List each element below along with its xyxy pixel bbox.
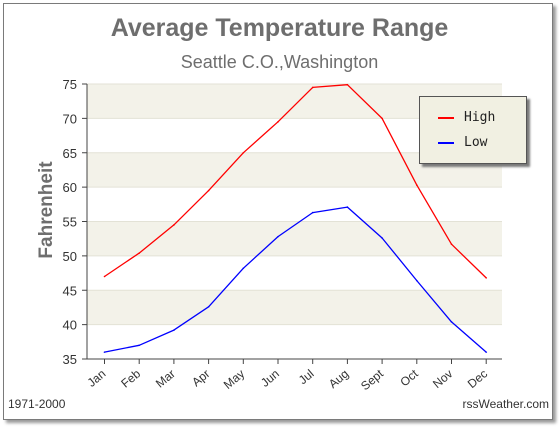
data-point-high <box>381 117 383 120</box>
y-tick-label: 40 <box>63 318 77 333</box>
data-point-high <box>173 224 175 226</box>
y-tick-label: 55 <box>63 215 77 230</box>
data-point-high <box>138 252 140 254</box>
x-tick-label: Jul <box>296 367 317 388</box>
y-tick-label: 75 <box>63 77 77 92</box>
series-lines <box>103 83 488 353</box>
y-tick-label: 45 <box>63 283 77 298</box>
data-point-low <box>450 321 453 323</box>
data-point-high <box>450 243 453 245</box>
x-tick-label: Jun <box>258 367 282 390</box>
x-tick-label: Sept <box>358 366 386 393</box>
data-point-low <box>242 267 245 270</box>
grid-band <box>87 187 502 222</box>
legend-label-low: Low <box>464 135 488 150</box>
y-tick-label: 70 <box>63 111 77 126</box>
x-tick-label: Jan <box>85 367 109 390</box>
data-point-high <box>103 275 106 278</box>
x-tick-label: Aug <box>326 367 351 391</box>
data-point-low <box>381 237 383 239</box>
grid-band <box>87 221 502 256</box>
chart-subtitle: Seattle C.O.,Washington <box>180 52 379 72</box>
data-period: 1971-2000 <box>8 397 66 411</box>
series-line-high <box>104 84 487 279</box>
grid-band <box>87 290 502 325</box>
y-tick-label: 50 <box>63 249 77 264</box>
x-tick-label: Feb <box>118 366 143 390</box>
x-tick-label: Oct <box>397 366 421 389</box>
data-point-high <box>207 189 210 192</box>
legend-swatch-low <box>438 142 454 144</box>
legend-swatch-high <box>438 117 454 119</box>
data-point-low <box>103 351 106 353</box>
data-point-high <box>311 86 314 89</box>
y-axis-ticks: 35 40 45 50 55 60 65 70 75 <box>63 77 87 367</box>
data-point-low <box>485 351 488 353</box>
data-point-low <box>173 329 175 331</box>
chart-title: Average Temperature Range <box>110 14 449 42</box>
data-point-high <box>277 121 279 123</box>
x-tick-label: Apr <box>189 367 212 390</box>
x-tick-label: Nov <box>430 367 455 391</box>
x-tick-label: Mar <box>153 367 178 391</box>
source-credit: rssWeather.com <box>462 397 549 411</box>
grid-band <box>87 324 502 359</box>
x-axis-ticks: Jan Feb Mar Apr May Jun Jul Aug Sept Oct Nov Dec <box>85 359 490 393</box>
grid-band <box>87 255 502 291</box>
x-tick-label: May <box>221 367 247 392</box>
data-point-high <box>416 184 418 186</box>
grid-bands <box>87 83 502 360</box>
data-point-low <box>207 305 210 308</box>
x-tick-label: Dec <box>465 367 490 391</box>
data-point-low <box>138 344 140 347</box>
data-point-low <box>416 279 418 282</box>
series-line-low <box>104 206 487 353</box>
y-tick-label: 35 <box>63 352 77 367</box>
chart-legend: High Low <box>419 96 527 164</box>
data-point-high <box>242 151 245 154</box>
data-point-low <box>277 235 279 238</box>
data-point-low <box>346 206 349 208</box>
data-point-high <box>485 277 488 279</box>
y-axis-label: Fahrenheit <box>36 161 57 259</box>
data-point-high <box>346 83 349 86</box>
legend-label-high: High <box>464 110 496 125</box>
y-tick-label: 60 <box>63 180 77 195</box>
y-tick-label: 65 <box>63 146 77 161</box>
data-point-low <box>311 211 314 214</box>
